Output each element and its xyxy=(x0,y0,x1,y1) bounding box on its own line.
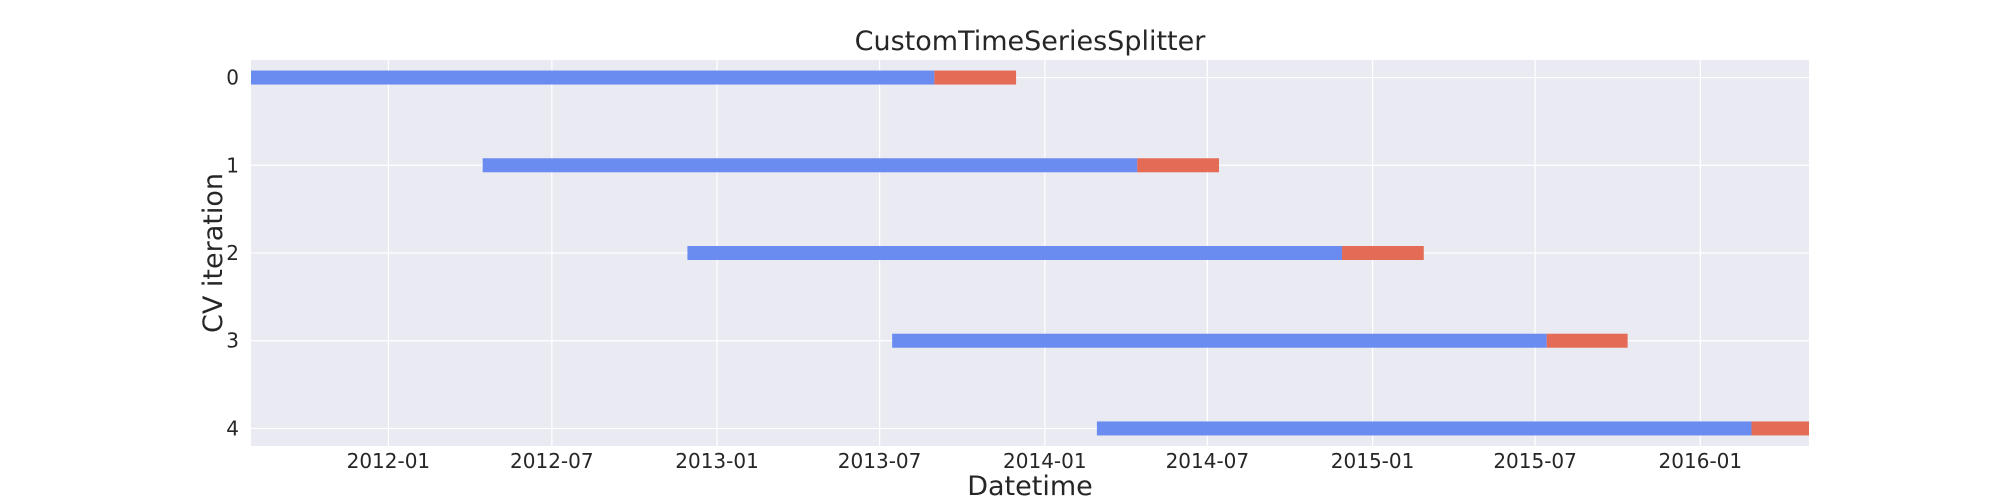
test-bar xyxy=(1342,246,1424,260)
y-axis-label: CV iteration xyxy=(198,173,229,333)
x-axis-label: Datetime xyxy=(967,471,1093,500)
y-tick-labels: 0 1 2 3 4 xyxy=(226,66,239,441)
x-tick-label: 2015-07 xyxy=(1493,449,1577,473)
train-bar xyxy=(687,246,1343,260)
x-tick-label: 2016-01 xyxy=(1659,449,1743,473)
x-tick-label: 2014-07 xyxy=(1166,449,1250,473)
test-bar xyxy=(1137,158,1220,173)
x-tick-label: 2015-01 xyxy=(1331,449,1415,473)
train-bar xyxy=(892,333,1547,348)
test-bar xyxy=(1751,421,1809,436)
y-tick-label: 3 xyxy=(226,329,239,353)
x-tick-label: 2012-01 xyxy=(347,449,431,473)
x-tick-label: 2012-07 xyxy=(510,449,594,473)
y-tick-label: 1 xyxy=(226,153,239,177)
train-bar xyxy=(1096,421,1752,436)
test-bar xyxy=(934,70,1017,85)
x-tick-label: 2013-07 xyxy=(838,449,922,473)
y-tick-label: 2 xyxy=(226,241,239,265)
x-tick-label: 2013-01 xyxy=(675,449,759,473)
x-tick-labels: 2012-01 2012-07 2013-01 2013-07 2014-01 2014-… xyxy=(347,449,1743,473)
x-tick-label: 2014-01 xyxy=(1003,449,1087,473)
y-tick-label: 0 xyxy=(226,66,239,90)
train-bar xyxy=(482,158,1138,173)
chart-title: CustomTimeSeriesSplitter xyxy=(855,26,1207,57)
split-bars xyxy=(251,70,1809,436)
test-bar xyxy=(1546,333,1628,348)
y-tick-label: 4 xyxy=(226,416,239,440)
train-bar xyxy=(251,70,935,85)
